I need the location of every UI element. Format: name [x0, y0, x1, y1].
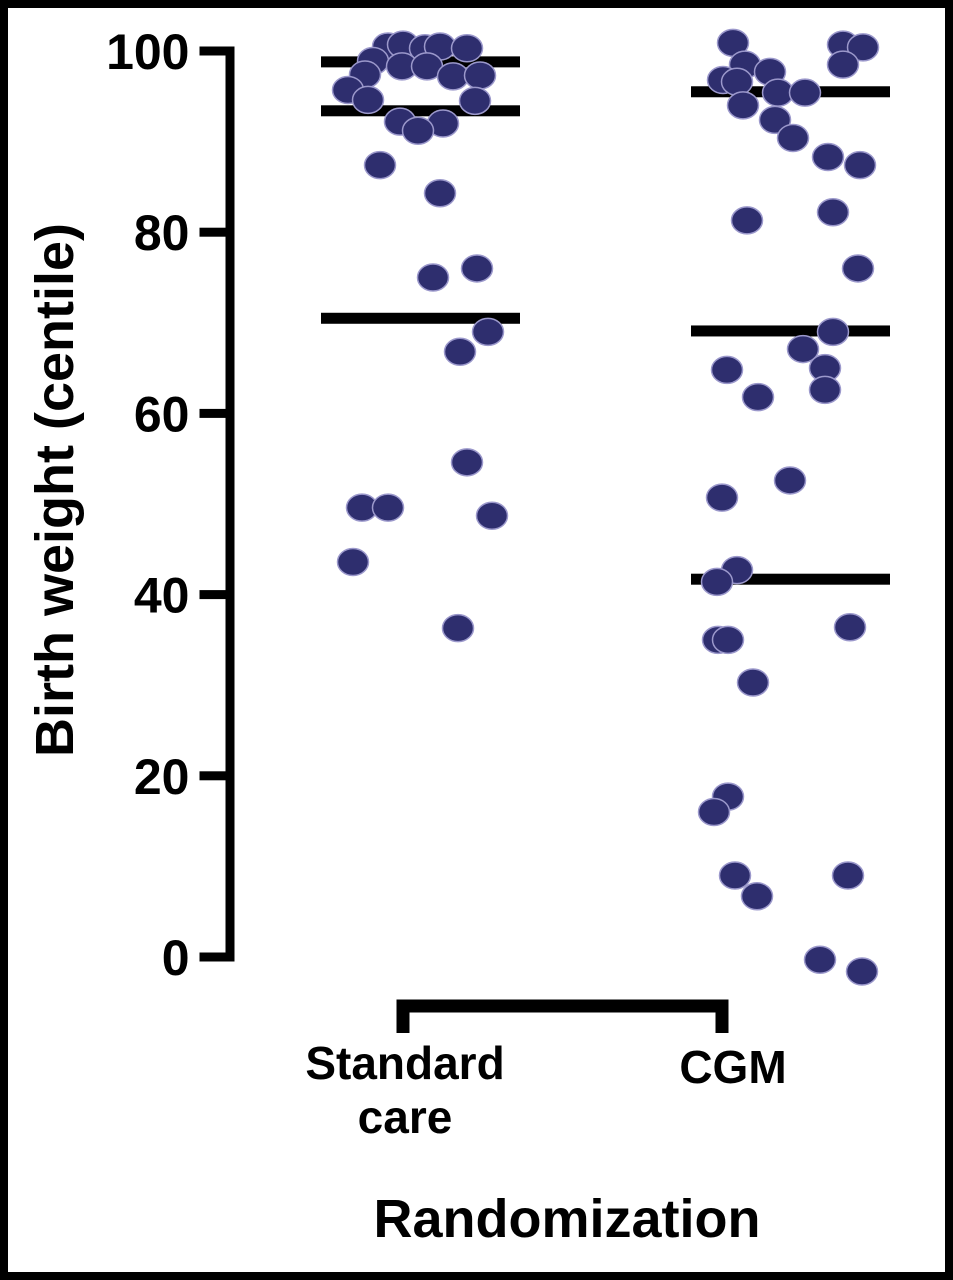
x-axis-title: Randomization: [373, 1189, 761, 1249]
y-axis-tick: [199, 46, 226, 56]
data-point-standard-care: [443, 337, 477, 367]
data-point-cgm: [786, 334, 820, 364]
y-axis-line: [225, 46, 235, 962]
x-tick-label-cgm: CGM: [679, 1041, 787, 1093]
data-point-standard-care: [401, 116, 435, 145]
y-axis-tick: [199, 408, 226, 418]
comparison-bracket: [396, 999, 729, 1033]
y-tick-label: 60: [134, 386, 190, 442]
data-point-standard-care: [336, 547, 370, 577]
data-point-standard-care: [441, 613, 475, 643]
data-point-standard-care: [463, 61, 497, 90]
y-axis-tick: [199, 227, 226, 237]
data-point-cgm: [788, 78, 822, 107]
data-point-cgm: [710, 355, 744, 385]
data-point-cgm: [845, 957, 879, 986]
data-point-standard-care: [458, 86, 492, 116]
data-point-standard-care: [450, 448, 484, 477]
y-axis-title: Birth weight (centile): [25, 222, 85, 758]
data-point-cgm: [816, 317, 850, 347]
data-point-standard-care: [471, 317, 505, 347]
data-point-cgm: [720, 67, 754, 97]
summary-line-standard-care: [321, 105, 520, 117]
y-tick-label: 0: [162, 930, 190, 986]
summary-line-cgm: [691, 325, 890, 337]
x-tick-label-standard-care: Standard care: [305, 1037, 505, 1144]
data-point-cgm: [705, 483, 739, 512]
y-axis-tick: [199, 952, 226, 962]
data-point-standard-care: [423, 178, 457, 208]
data-point-standard-care: [450, 34, 484, 63]
data-point-cgm: [833, 612, 867, 642]
summary-line-cgm: [691, 573, 890, 585]
data-point-standard-care: [363, 150, 397, 180]
y-tick-label: 80: [134, 205, 190, 261]
y-tick-label: 20: [134, 749, 190, 805]
data-point-standard-care: [371, 493, 405, 522]
data-point-cgm: [826, 50, 860, 79]
data-point-cgm: [736, 668, 770, 697]
data-point-cgm: [711, 625, 745, 655]
y-axis-tick: [199, 590, 226, 600]
data-point-cgm: [831, 861, 865, 890]
data-point-cgm: [700, 567, 734, 597]
data-point-cgm: [697, 797, 731, 827]
data-point-cgm: [841, 254, 875, 283]
data-point-cgm: [730, 206, 764, 235]
data-point-standard-care: [475, 501, 509, 531]
data-point-cgm: [726, 91, 760, 120]
data-point-cgm: [740, 882, 774, 911]
data-point-cgm: [846, 33, 880, 62]
data-point-cgm: [776, 123, 810, 153]
data-point-standard-care: [416, 263, 450, 292]
data-point-cgm: [811, 142, 845, 172]
data-point-cgm: [758, 105, 792, 135]
data-point-cgm: [741, 382, 775, 412]
data-point-standard-care: [460, 254, 494, 283]
data-point-cgm: [803, 945, 837, 974]
data-point-cgm: [773, 466, 807, 495]
data-point-cgm: [718, 861, 752, 890]
data-point-cgm: [816, 198, 850, 227]
data-point-cgm: [843, 150, 877, 180]
y-axis-tick: [199, 771, 226, 781]
summary-line-standard-care: [321, 312, 520, 324]
y-tick-label: 100: [106, 24, 189, 80]
data-point-cgm: [808, 375, 842, 405]
y-tick-label: 40: [134, 568, 190, 624]
data-point-standard-care: [351, 85, 385, 115]
